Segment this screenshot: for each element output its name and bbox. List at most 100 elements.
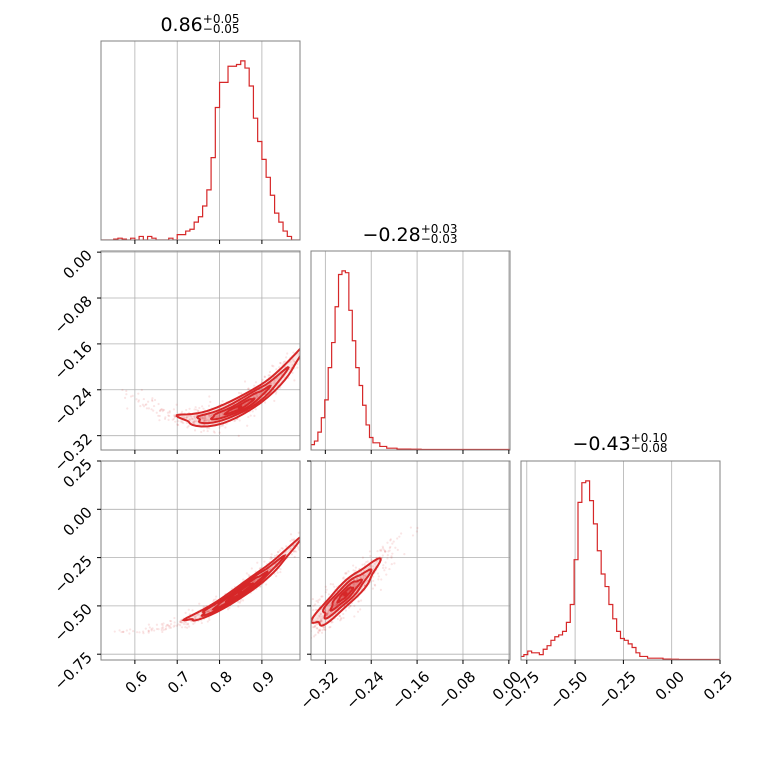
scatter-point	[185, 421, 188, 425]
x-tick-label: 0.8	[206, 668, 236, 698]
scatter-point	[275, 553, 278, 557]
scatter-point	[387, 550, 390, 553]
scatter-point	[147, 629, 150, 632]
scatter-point	[334, 603, 338, 606]
scatter-point	[303, 347, 305, 349]
scatter-point	[165, 625, 168, 628]
scatter-point	[240, 392, 243, 395]
scatter-point	[157, 414, 160, 417]
scatter-point	[376, 550, 379, 553]
scatter-point	[279, 362, 282, 365]
scatter-point	[139, 404, 142, 408]
scatter-point	[411, 139, 413, 141]
scatter-point	[313, 635, 316, 638]
scatter-point	[188, 613, 191, 616]
scatter-point	[376, 572, 380, 575]
scatter-point	[184, 611, 187, 614]
scatter-point	[322, 330, 324, 332]
y-tick-label: 0.00	[59, 503, 95, 539]
scatter-point	[314, 540, 316, 542]
scatter-point	[342, 616, 345, 620]
scatter-point	[180, 421, 184, 424]
scatter-point	[226, 608, 230, 611]
scatter-point	[362, 574, 365, 577]
scatter-point	[234, 419, 237, 422]
scatter-point	[316, 630, 320, 634]
scatter-point	[289, 547, 292, 550]
scatter-point	[318, 598, 321, 601]
scatter-point	[381, 566, 385, 569]
scatter-point	[297, 531, 300, 534]
scatter-point	[213, 431, 216, 434]
scatter-point	[155, 623, 159, 626]
scatter-point	[263, 401, 267, 404]
scatter-points	[113, 522, 316, 635]
scatter-point	[188, 418, 191, 421]
scatter-point	[293, 538, 296, 541]
scatter-point	[292, 550, 295, 553]
scatter-point	[302, 522, 304, 524]
scatter-point	[153, 398, 157, 402]
scatter-point	[206, 427, 209, 430]
scatter-point	[212, 598, 216, 601]
scatter-point	[162, 622, 165, 625]
scatter-point	[275, 574, 278, 578]
scatter-point	[129, 395, 133, 398]
scatter-point	[187, 608, 190, 611]
scatter-point	[207, 610, 211, 613]
scatter-point	[357, 600, 360, 603]
scatter-point	[342, 612, 345, 616]
scatter-point	[291, 363, 294, 367]
scatter-point	[320, 620, 324, 623]
scatter-point	[372, 565, 375, 568]
scatter-point	[181, 415, 184, 418]
scatter-point	[313, 625, 316, 629]
scatter-point	[321, 595, 324, 598]
title-1-plus: +0.05	[203, 12, 240, 26]
scatter-point	[125, 389, 128, 393]
scatter-point	[180, 626, 184, 629]
scatter-point	[380, 548, 383, 551]
scatter-point	[254, 579, 257, 583]
scatter-point	[187, 622, 190, 625]
scatter-point	[185, 408, 188, 412]
scatter-point	[326, 612, 329, 616]
scatter-point	[129, 628, 132, 631]
scatter-point	[301, 363, 303, 365]
scatter-point	[319, 614, 322, 617]
scatter-point	[388, 546, 391, 550]
scatter-point	[293, 379, 296, 382]
scatter-point	[207, 616, 211, 619]
scatter-point	[383, 569, 386, 572]
scatter-point	[289, 360, 292, 363]
scatter-point	[182, 416, 186, 419]
scatter-point	[208, 395, 211, 398]
scatter-point	[179, 619, 183, 622]
scatter-point	[308, 618, 310, 620]
scatter-point	[147, 629, 150, 633]
scatter-point	[126, 407, 129, 410]
scatter-point	[318, 628, 322, 631]
scatter-point	[211, 413, 214, 417]
y-tick-label: −0.50	[51, 600, 96, 645]
scatter-point	[302, 338, 304, 340]
scatter-point	[120, 630, 123, 634]
scatter-point	[312, 609, 315, 612]
scatter-point	[355, 583, 358, 586]
scatter-point	[155, 627, 158, 631]
x-tick-label: −0.16	[388, 668, 433, 713]
scatter-point	[159, 409, 162, 412]
scatter-point	[197, 410, 200, 413]
scatter-point	[125, 629, 128, 632]
scatter-point	[409, 526, 412, 529]
scatter-point	[325, 614, 329, 617]
scatter-point	[186, 426, 189, 429]
scatter-point	[326, 612, 329, 615]
scatter-point	[173, 624, 176, 627]
scatter-point	[307, 539, 309, 541]
scatter-point	[329, 583, 332, 586]
scatter-point	[292, 360, 296, 363]
scatter-point	[370, 558, 373, 562]
scatter-point	[321, 617, 324, 620]
scatter-point	[293, 549, 296, 553]
